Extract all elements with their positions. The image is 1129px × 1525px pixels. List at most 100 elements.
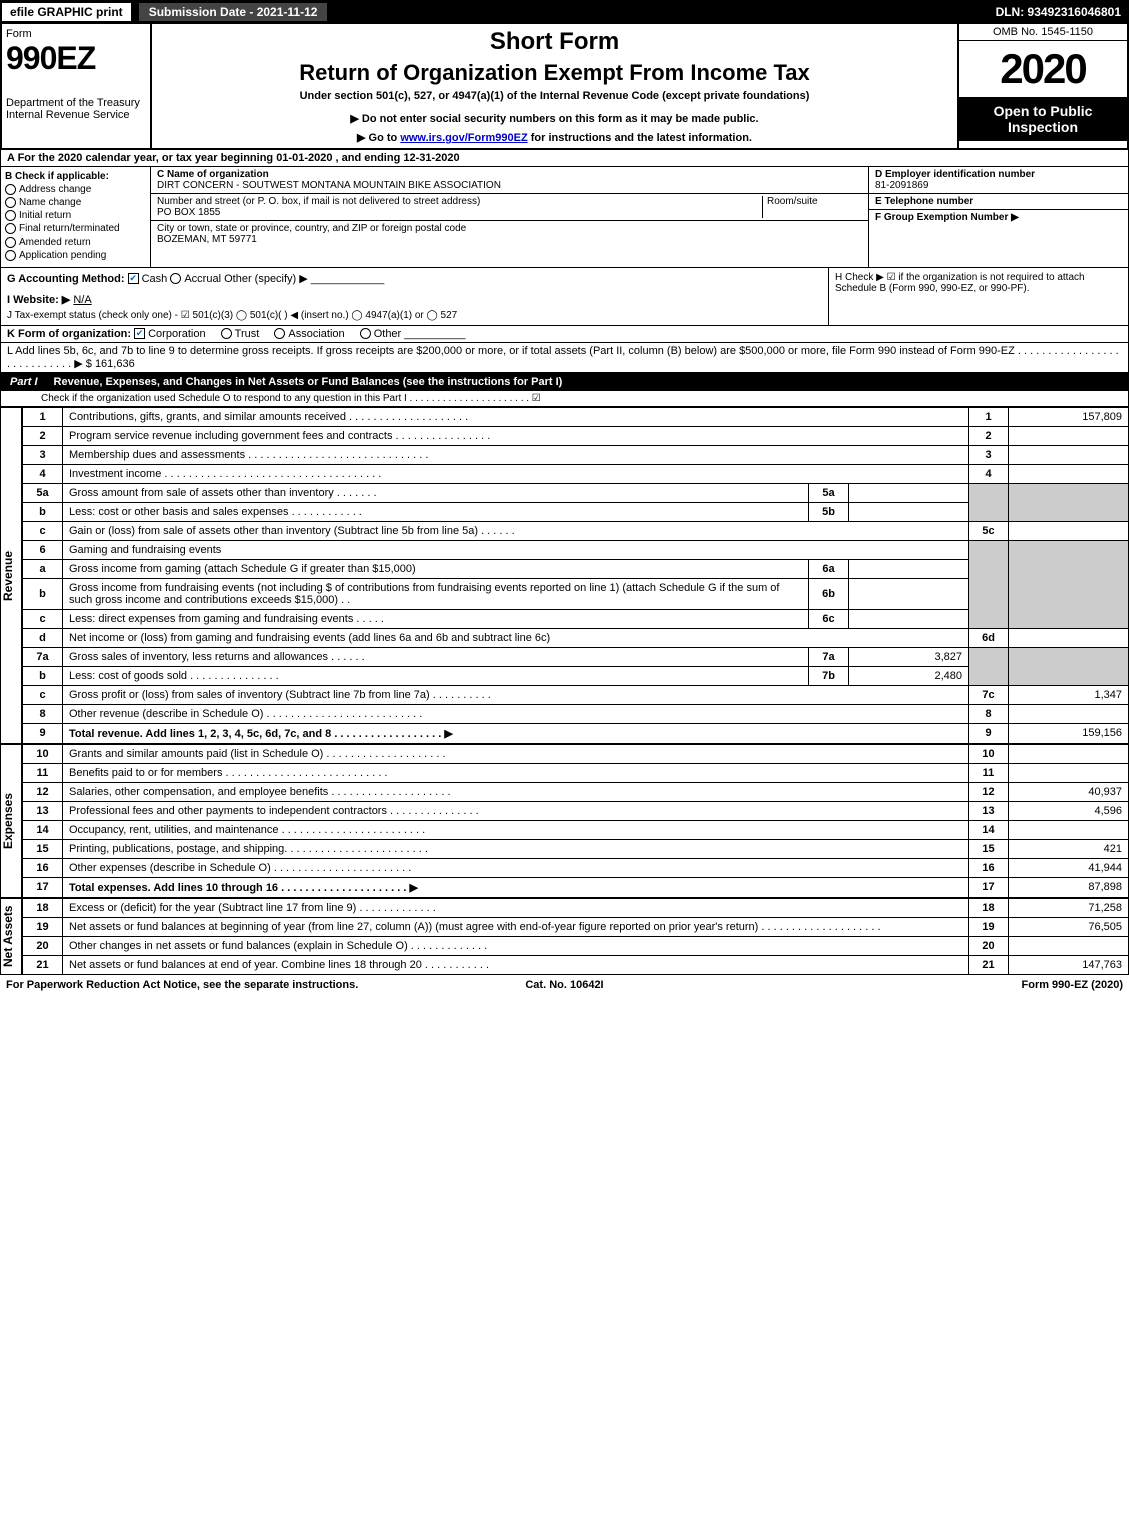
box-c-label: C Name of organization [157, 169, 862, 180]
expenses-section: Expenses 10Grants and similar amounts pa… [0, 744, 1129, 898]
chk-address-change[interactable]: Address change [5, 184, 146, 195]
box-b: B Check if applicable: Address change Na… [1, 167, 151, 267]
line-6c: cLess: direct expenses from gaming and f… [23, 609, 1129, 628]
irs-link[interactable]: www.irs.gov/Form990EZ [400, 132, 527, 144]
line-5b: bLess: cost or other basis and sales exp… [23, 502, 1129, 521]
ein: 81-2091869 [875, 180, 1122, 191]
header-center: Short Form Return of Organization Exempt… [152, 24, 957, 148]
box-d-label: D Employer identification number [875, 169, 1122, 180]
line-6d: dNet income or (loss) from gaming and fu… [23, 628, 1129, 647]
line-13: 13Professional fees and other payments t… [23, 801, 1129, 820]
box-def: D Employer identification number 81-2091… [868, 167, 1128, 267]
chk-application-pending[interactable]: Application pending [5, 250, 146, 261]
org-corp[interactable]: Corporation [134, 328, 205, 340]
line-10: 10Grants and similar amounts paid (list … [23, 744, 1129, 763]
line-k: K Form of organization: Corporation Trus… [0, 326, 1129, 343]
box-c-name: C Name of organization DIRT CONCERN - SO… [151, 167, 868, 194]
return-title: Return of Organization Exempt From Incom… [156, 60, 953, 86]
org-trust[interactable]: Trust [221, 328, 260, 340]
line-6: 6Gaming and fundraising events [23, 540, 1129, 559]
line-6a: aGross income from gaming (attach Schedu… [23, 559, 1129, 578]
expenses-table: 10Grants and similar amounts paid (list … [22, 744, 1129, 898]
form-word: Form [6, 28, 146, 40]
omb-number: OMB No. 1545-1150 [959, 24, 1127, 41]
chk-amended-return[interactable]: Amended return [5, 237, 146, 248]
room-suite-label: Room/suite [762, 196, 862, 218]
line-h: H Check ▶ ☑ if the organization is not r… [828, 268, 1128, 325]
line-l: L Add lines 5b, 6c, and 7b to line 9 to … [0, 343, 1129, 373]
line-gh: G Accounting Method: Cash Accrual Other … [0, 268, 1129, 326]
acc-accrual[interactable]: Accrual [170, 273, 221, 285]
box-f: F Group Exemption Number ▶ [869, 210, 1128, 225]
efile-label: efile GRAPHIC print [0, 1, 133, 23]
box-e-label: E Telephone number [875, 196, 1122, 207]
line-9: 9Total revenue. Add lines 1, 2, 3, 4, 5c… [23, 723, 1129, 743]
line-7c: cGross profit or (loss) from sales of in… [23, 685, 1129, 704]
line-4: 4Investment income . . . . . . . . . . .… [23, 464, 1129, 483]
under-section: Under section 501(c), 527, or 4947(a)(1)… [156, 90, 953, 102]
form-header: Form 990EZ Department of the Treasury In… [0, 24, 1129, 150]
line-l-text: L Add lines 5b, 6c, and 7b to line 9 to … [7, 345, 1119, 370]
org-assoc[interactable]: Association [274, 328, 344, 340]
line-12: 12Salaries, other compensation, and empl… [23, 782, 1129, 801]
footer-mid: Cat. No. 10642I [378, 979, 750, 991]
open-to-public: Open to Public Inspection [959, 97, 1127, 141]
ssn-warning: ▶ Do not enter social security numbers o… [156, 112, 953, 125]
line-5a: 5aGross amount from sale of assets other… [23, 483, 1129, 502]
line-17: 17Total expenses. Add lines 10 through 1… [23, 877, 1129, 897]
part-1-title: Revenue, Expenses, and Changes in Net As… [48, 373, 1129, 391]
box-b-label: B Check if applicable: [5, 171, 146, 182]
dept-label: Department of the Treasury Internal Reve… [6, 97, 146, 121]
line-8: 8Other revenue (describe in Schedule O) … [23, 704, 1129, 723]
line-7b: bLess: cost of goods sold . . . . . . . … [23, 666, 1129, 685]
acc-other[interactable]: Other (specify) ▶ ____________ [224, 273, 384, 285]
box-c-city: City or town, state or province, country… [151, 221, 868, 247]
chk-final-return[interactable]: Final return/terminated [5, 223, 146, 234]
chk-initial-return[interactable]: Initial return [5, 210, 146, 221]
box-d: D Employer identification number 81-2091… [869, 167, 1128, 194]
tax-year: 2020 [959, 41, 1127, 97]
line-14: 14Occupancy, rent, utilities, and mainte… [23, 820, 1129, 839]
line-7a: 7aGross sales of inventory, less returns… [23, 647, 1129, 666]
org-other[interactable]: Other __________ [360, 328, 466, 340]
goto-line: ▶ Go to www.irs.gov/Form990EZ for instru… [156, 131, 953, 144]
line-a: A For the 2020 calendar year, or tax yea… [0, 150, 1129, 167]
header-left: Form 990EZ Department of the Treasury In… [2, 24, 152, 148]
box-c-addr: Number and street (or P. O. box, if mail… [151, 194, 868, 221]
website-value: N/A [73, 294, 91, 306]
expenses-label: Expenses [0, 744, 22, 898]
page-footer: For Paperwork Reduction Act Notice, see … [0, 975, 1129, 995]
box-e: E Telephone number [869, 194, 1128, 210]
line-2: 2Program service revenue including gover… [23, 426, 1129, 445]
footer-right: Form 990-EZ (2020) [751, 979, 1123, 991]
line-g-label: G Accounting Method: [7, 273, 125, 285]
goto-post: for instructions and the latest informat… [528, 132, 752, 144]
part-1-header: Part I Revenue, Expenses, and Changes in… [0, 373, 1129, 391]
box-f-label: F Group Exemption Number ▶ [875, 212, 1019, 223]
line-20: 20Other changes in net assets or fund ba… [23, 936, 1129, 955]
chk-name-change[interactable]: Name change [5, 197, 146, 208]
line-5c: cGain or (loss) from sale of assets othe… [23, 521, 1129, 540]
line-3: 3Membership dues and assessments . . . .… [23, 445, 1129, 464]
line-6b: bGross income from fundraising events (n… [23, 578, 1129, 609]
line-l-value: 161,636 [95, 358, 135, 370]
line-11: 11Benefits paid to or for members . . . … [23, 763, 1129, 782]
short-form-title: Short Form [156, 28, 953, 56]
org-name: DIRT CONCERN - SOUTWEST MONTANA MOUNTAIN… [157, 180, 862, 191]
line-i-label: I Website: ▶ [7, 294, 70, 306]
acc-cash[interactable]: Cash [128, 273, 168, 285]
submission-date: Submission Date - 2021-11-12 [137, 1, 330, 23]
line-j: J Tax-exempt status (check only one) - ☑… [7, 310, 822, 321]
revenue-table: 1Contributions, gifts, grants, and simil… [22, 407, 1129, 744]
line-15: 15Printing, publications, postage, and s… [23, 839, 1129, 858]
org-address: PO BOX 1855 [157, 207, 220, 218]
footer-left: For Paperwork Reduction Act Notice, see … [6, 979, 378, 991]
line-1: 1Contributions, gifts, grants, and simil… [23, 407, 1129, 426]
net-assets-section: Net Assets 18Excess or (deficit) for the… [0, 898, 1129, 975]
info-block: B Check if applicable: Address change Na… [0, 167, 1129, 268]
line-18: 18Excess or (deficit) for the year (Subt… [23, 898, 1129, 917]
line-16: 16Other expenses (describe in Schedule O… [23, 858, 1129, 877]
header-right: OMB No. 1545-1150 2020 Open to Public In… [957, 24, 1127, 148]
form-number: 990EZ [6, 40, 146, 77]
line-g: G Accounting Method: Cash Accrual Other … [1, 268, 828, 325]
